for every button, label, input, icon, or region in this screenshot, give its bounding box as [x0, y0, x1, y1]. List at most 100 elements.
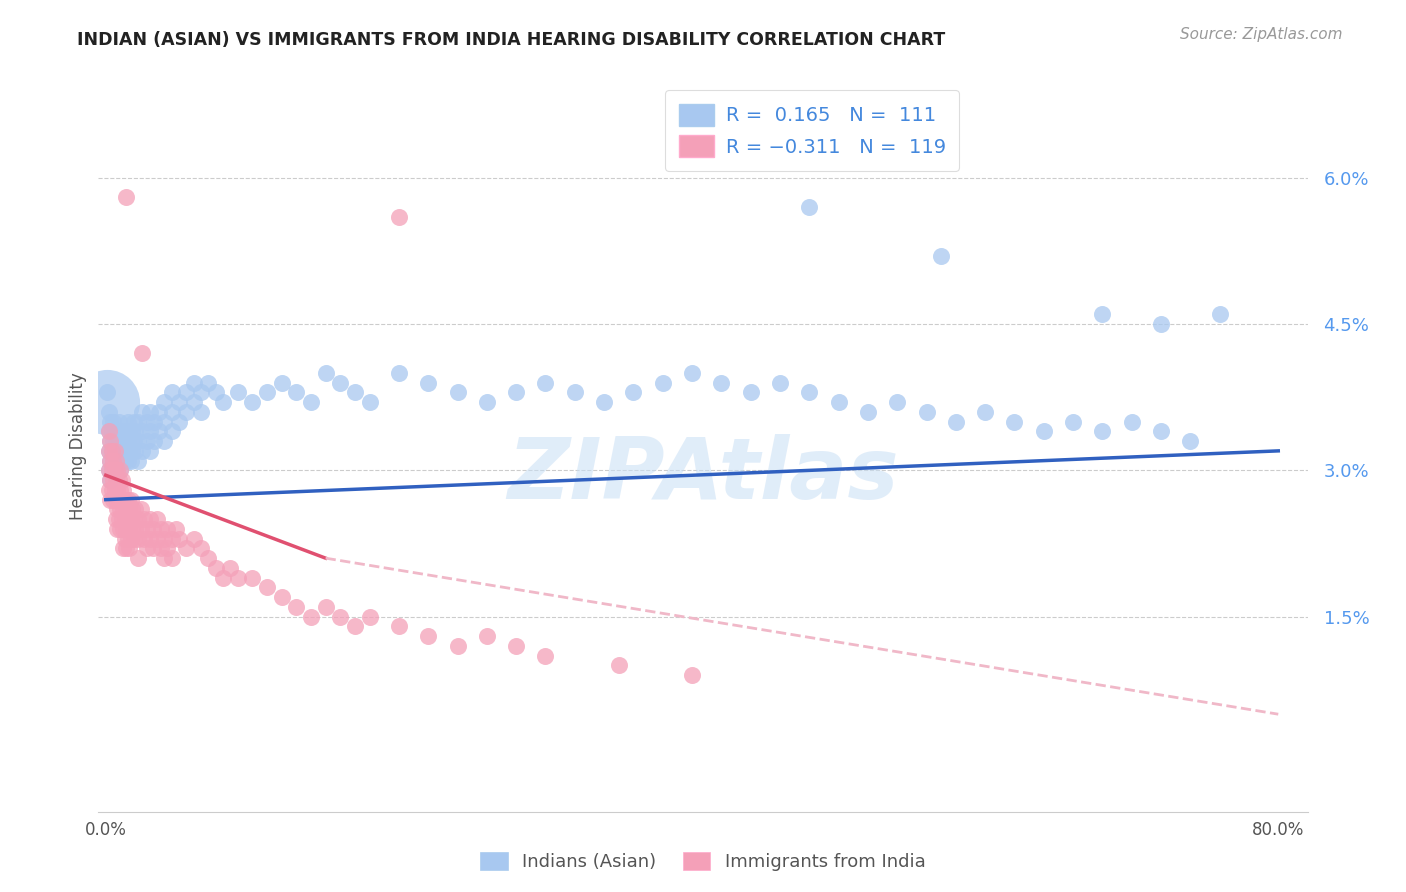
Point — [110, 443, 132, 458]
Y-axis label: Hearing Disability: Hearing Disability — [69, 372, 87, 520]
Point — [148, 405, 170, 419]
Point — [1091, 425, 1114, 439]
Point — [100, 443, 122, 458]
Point — [135, 541, 157, 556]
Point — [534, 648, 557, 663]
Point — [131, 405, 153, 419]
Point — [124, 522, 146, 536]
Point — [1150, 317, 1173, 331]
Point — [115, 502, 138, 516]
Point — [112, 443, 135, 458]
Point — [105, 434, 128, 449]
Text: Source: ZipAtlas.com: Source: ZipAtlas.com — [1180, 27, 1343, 42]
Point — [98, 453, 121, 467]
Point — [115, 425, 138, 439]
Point — [146, 532, 169, 546]
Point — [108, 434, 131, 449]
Point — [418, 629, 440, 643]
Point — [132, 512, 155, 526]
Point — [97, 405, 120, 419]
Point — [98, 453, 121, 467]
Point — [1208, 307, 1230, 321]
Point — [96, 395, 118, 409]
Point — [111, 453, 134, 467]
Point — [475, 395, 498, 409]
Point — [96, 385, 118, 400]
Point — [740, 385, 762, 400]
Point — [120, 532, 142, 546]
Point — [108, 473, 131, 487]
Text: INDIAN (ASIAN) VS IMMIGRANTS FROM INDIA HEARING DISABILITY CORRELATION CHART: INDIAN (ASIAN) VS IMMIGRANTS FROM INDIA … — [77, 31, 946, 49]
Point — [108, 512, 131, 526]
Point — [1150, 425, 1173, 439]
Point — [107, 425, 129, 439]
Point — [270, 376, 292, 390]
Point — [160, 385, 183, 400]
Point — [143, 434, 166, 449]
Point — [118, 502, 141, 516]
Point — [110, 425, 132, 439]
Point — [111, 434, 134, 449]
Point — [117, 453, 139, 467]
Point — [799, 200, 821, 214]
Point — [105, 453, 128, 467]
Point — [98, 492, 121, 507]
Point — [100, 463, 122, 477]
Point — [112, 502, 135, 516]
Point — [183, 376, 205, 390]
Point — [98, 434, 121, 449]
Point — [110, 463, 132, 477]
Point — [117, 532, 139, 546]
Point — [153, 415, 176, 429]
Point — [142, 541, 165, 556]
Point — [98, 434, 121, 449]
Point — [138, 405, 160, 419]
Point — [148, 425, 170, 439]
Point — [315, 366, 337, 380]
Point — [101, 473, 124, 487]
Point — [505, 639, 527, 653]
Point — [108, 415, 131, 429]
Point — [117, 492, 139, 507]
Point — [103, 443, 125, 458]
Point — [681, 668, 703, 682]
Point — [111, 473, 134, 487]
Point — [256, 581, 278, 595]
Point — [112, 522, 135, 536]
Point — [114, 434, 136, 449]
Point — [176, 405, 198, 419]
Point — [150, 522, 173, 536]
Point — [127, 415, 149, 429]
Point — [97, 443, 120, 458]
Point — [129, 502, 152, 516]
Point — [127, 551, 149, 566]
Point — [886, 395, 908, 409]
Point — [100, 463, 122, 477]
Point — [607, 658, 630, 673]
Point — [929, 249, 952, 263]
Point — [105, 512, 128, 526]
Point — [101, 453, 124, 467]
Point — [945, 415, 967, 429]
Point — [124, 502, 146, 516]
Point — [135, 434, 157, 449]
Point — [505, 385, 527, 400]
Point — [138, 512, 160, 526]
Point — [681, 366, 703, 380]
Point — [343, 385, 366, 400]
Point — [240, 571, 263, 585]
Point — [124, 443, 146, 458]
Point — [120, 434, 142, 449]
Point — [112, 541, 135, 556]
Point — [183, 532, 205, 546]
Point — [120, 492, 142, 507]
Point — [418, 376, 440, 390]
Point — [197, 551, 219, 566]
Point — [115, 190, 138, 204]
Point — [176, 541, 198, 556]
Point — [117, 434, 139, 449]
Point — [121, 502, 143, 516]
Point — [117, 512, 139, 526]
Point — [129, 522, 152, 536]
Point — [107, 443, 129, 458]
